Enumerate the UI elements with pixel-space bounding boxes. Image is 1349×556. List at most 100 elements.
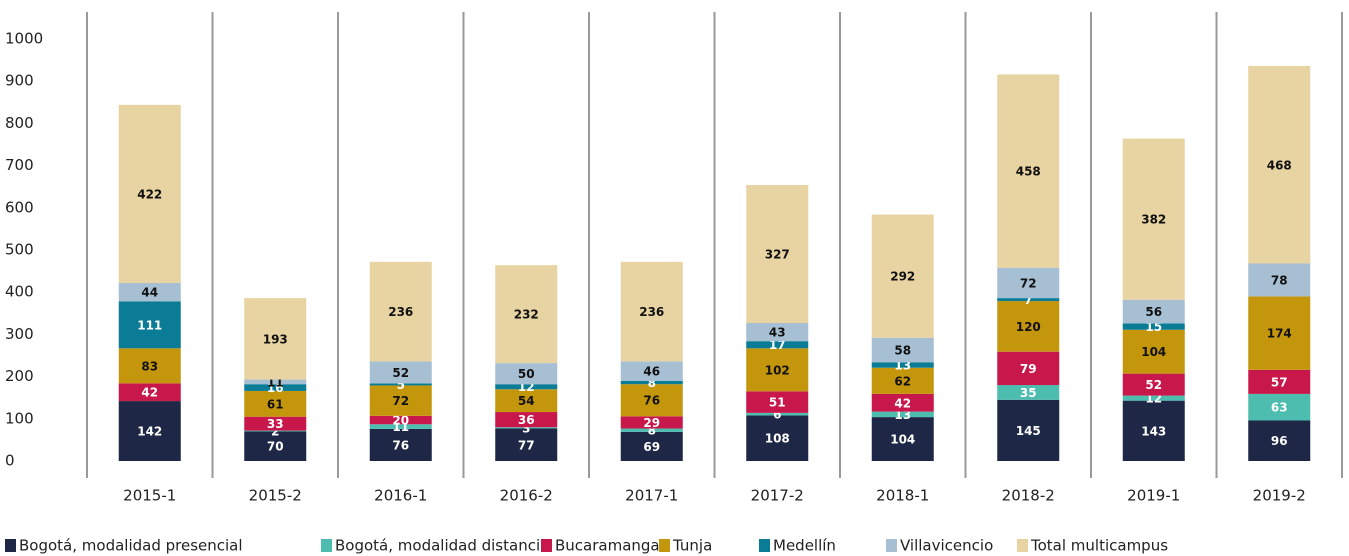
value-label: 145 xyxy=(1016,424,1041,438)
value-label: 3 xyxy=(522,421,530,435)
value-label: 43 xyxy=(769,326,786,340)
legend-swatch xyxy=(1017,539,1028,552)
legend-label: Bogotá, modalidad presencial xyxy=(19,537,243,555)
value-label: 62 xyxy=(894,374,911,388)
value-label: 70 xyxy=(267,440,284,454)
bar-segment xyxy=(871,411,934,418)
value-label: 458 xyxy=(1016,165,1041,179)
bar-segment xyxy=(871,214,934,338)
bar-segment xyxy=(871,393,934,412)
bar-segment xyxy=(118,401,181,461)
value-label: 72 xyxy=(392,394,409,408)
bar-segment xyxy=(746,415,809,461)
bar-segment xyxy=(1122,138,1185,300)
legend-label: Tunja xyxy=(672,537,712,555)
value-label: 83 xyxy=(141,359,158,373)
value-label: 20 xyxy=(392,414,409,428)
value-label: 2 xyxy=(271,425,279,439)
bar-segment xyxy=(746,391,809,413)
x-tick-label: 2019-2 xyxy=(1253,487,1306,505)
bar-segment xyxy=(997,399,1060,461)
bar-segment xyxy=(1248,263,1311,297)
x-tick-label: 2018-2 xyxy=(1002,487,1055,505)
bar-segment xyxy=(369,428,432,461)
legend-label: Villavicencio xyxy=(900,537,993,555)
legend-swatch xyxy=(759,539,770,552)
value-label: 236 xyxy=(388,305,413,319)
value-label: 42 xyxy=(141,386,158,400)
bar-segment xyxy=(495,389,558,413)
y-tick-label: 100 xyxy=(5,409,34,427)
value-label: 79 xyxy=(1020,362,1037,376)
value-label: 51 xyxy=(769,396,786,410)
x-tick-label: 2017-1 xyxy=(625,487,678,505)
bar-segment xyxy=(118,301,181,349)
bar-segment xyxy=(244,384,307,391)
legend-swatch xyxy=(659,539,670,552)
legend-swatch xyxy=(321,539,332,552)
y-tick-label: 300 xyxy=(5,325,34,343)
bar-segment xyxy=(746,348,809,392)
bar-segment xyxy=(746,341,809,349)
legend-swatch xyxy=(5,539,16,552)
value-label: 96 xyxy=(1271,434,1288,448)
value-label: 58 xyxy=(894,344,911,358)
bar-segment xyxy=(495,428,558,461)
value-label: 77 xyxy=(518,438,535,452)
value-label: 56 xyxy=(1145,305,1162,319)
value-label: 5 xyxy=(397,378,405,392)
value-label: 236 xyxy=(639,305,664,319)
bar-segment xyxy=(1122,299,1185,324)
bar-segment xyxy=(871,337,934,363)
value-label: 72 xyxy=(1020,276,1037,290)
bar-segment xyxy=(495,384,558,390)
y-tick-label: 800 xyxy=(5,114,34,132)
value-label: 142 xyxy=(137,425,162,439)
bar-segment xyxy=(495,427,558,429)
bar-segment xyxy=(997,267,1060,299)
bar-segment xyxy=(871,367,934,394)
x-tick-label: 2016-2 xyxy=(500,487,553,505)
value-label: 174 xyxy=(1267,327,1292,341)
bar-segment xyxy=(495,363,558,385)
value-label: 104 xyxy=(890,433,915,447)
value-label: 193 xyxy=(263,332,288,346)
bar-segment xyxy=(118,348,181,384)
value-label: 143 xyxy=(1141,424,1166,438)
value-label: 36 xyxy=(518,413,535,427)
value-label: 6 xyxy=(773,408,781,422)
bar-segment xyxy=(620,380,683,385)
bar-segment xyxy=(1122,400,1185,461)
value-label: 52 xyxy=(392,366,409,380)
bar-segment xyxy=(1122,395,1185,401)
bar-segment xyxy=(997,385,1060,400)
value-label: 44 xyxy=(141,286,158,300)
bar-segment xyxy=(1248,369,1311,394)
y-tick-label: 200 xyxy=(5,367,34,385)
value-label: 422 xyxy=(137,187,162,201)
value-label: 382 xyxy=(1141,213,1166,227)
bar-segment xyxy=(118,383,181,402)
value-label: 120 xyxy=(1016,320,1041,334)
bar-segment xyxy=(244,298,307,380)
bar-segment xyxy=(369,361,432,384)
bar-segment xyxy=(620,361,683,381)
value-label: 7 xyxy=(1024,293,1032,307)
value-label: 468 xyxy=(1267,158,1292,172)
bar-segment xyxy=(1122,323,1185,330)
value-label: 8 xyxy=(648,376,656,390)
value-label: 50 xyxy=(518,367,535,381)
value-label: 35 xyxy=(1020,386,1037,400)
bar-segment xyxy=(746,412,809,416)
bar-segment xyxy=(1122,373,1185,396)
legend-label: Bogotá, modalidad distancia xyxy=(335,537,549,555)
bar-segment xyxy=(244,431,307,461)
value-label: 232 xyxy=(514,308,539,322)
value-label: 61 xyxy=(267,397,284,411)
bar-segment xyxy=(746,323,809,342)
value-label: 76 xyxy=(392,438,409,452)
bar-segment xyxy=(620,261,683,362)
bar-segment xyxy=(1248,66,1311,264)
y-tick-label: 0 xyxy=(5,452,15,470)
value-label: 57 xyxy=(1271,375,1288,389)
